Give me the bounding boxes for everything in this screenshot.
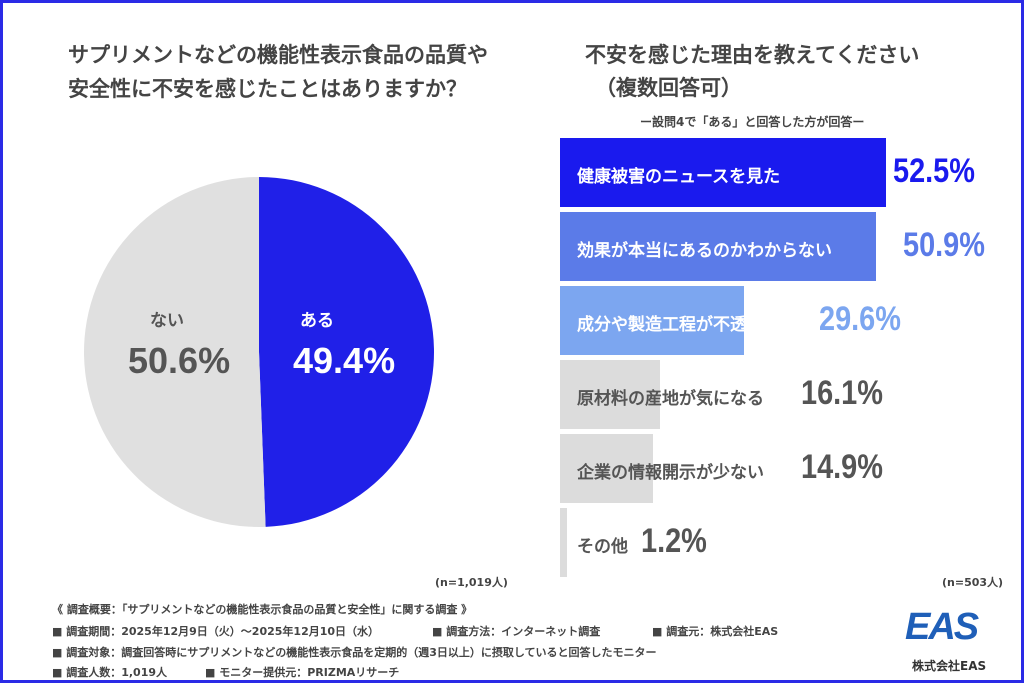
bar-0 [560, 138, 887, 207]
bar-title: 不安を感じた理由を教えてください [585, 43, 920, 67]
pie-title: サプリメントなどの機能性表示食品の品質や安全性に不安を感じたことはありますか？ [68, 43, 488, 101]
bar-label-4: 企業の情報開示が少ない [577, 463, 764, 483]
survey-count: ■ 調査人数：1,019人 [52, 666, 168, 679]
bar-value-4: 14.9% [801, 448, 883, 486]
bar-1 [560, 212, 877, 281]
bar-value-2: 29.6% [819, 300, 901, 338]
logo-company: 株式会社EAS [912, 659, 987, 673]
bar-2 [560, 286, 744, 355]
pie-label-aru: ある [300, 311, 334, 331]
bar-value-3: 16.1% [801, 374, 883, 412]
pie-sample-size: (n=1,019人) [435, 576, 508, 589]
bar-5 [560, 508, 568, 577]
pie-chart [84, 177, 434, 527]
bar-label-3: 原材料の産地が気になる [577, 389, 764, 409]
pie-value-nai: 50.6% [128, 340, 231, 381]
bar-title-note: （複数回答可） [595, 76, 742, 100]
bar-label-1: 効果が本当にあるのかわからない [577, 241, 832, 261]
survey-overview: 《 調査概要：「サプリメントなどの機能性表示食品の品質と安全性」に関する調査 》 [52, 603, 473, 616]
bar-label-2: 成分や製造工程が不透明 [577, 315, 764, 335]
survey-method: ■ 調査方法：インターネット調査 [432, 625, 601, 638]
pie-value-aru: 49.4% [293, 340, 396, 381]
bar-value-5: 1.2% [641, 522, 707, 560]
bar-4 [560, 434, 653, 503]
pie-label-nai: ない [150, 311, 184, 331]
bar-value-1: 50.9% [903, 226, 985, 264]
bar-label-0: 健康被害のニュースを見た [577, 167, 781, 187]
survey-provider: ■ モニター提供元：PRIZMAリサーチ [205, 666, 400, 679]
bar-subtitle: ー設問4で「ある」と回答した方が回答ー [640, 115, 865, 129]
bar-sample-size: (n=503人) [942, 576, 1004, 589]
survey-period: ■ 調査期間：2025年12月9日（火）〜2025年12月10日（水） [52, 625, 380, 638]
pie-slice-1 [84, 177, 266, 527]
eas-logo: EAS [905, 606, 979, 648]
bar-label-5: その他 [577, 537, 628, 557]
bar-3 [560, 360, 660, 429]
survey-target: ■ 調査対象：調査回答時にサプリメントなどの機能性表示食品を定期的（週3日以上）… [52, 646, 657, 659]
pie-slice-0 [259, 177, 434, 527]
bar-value-0: 52.5% [893, 152, 975, 190]
survey-source: ■ 調査元：株式会社EAS [652, 625, 779, 638]
